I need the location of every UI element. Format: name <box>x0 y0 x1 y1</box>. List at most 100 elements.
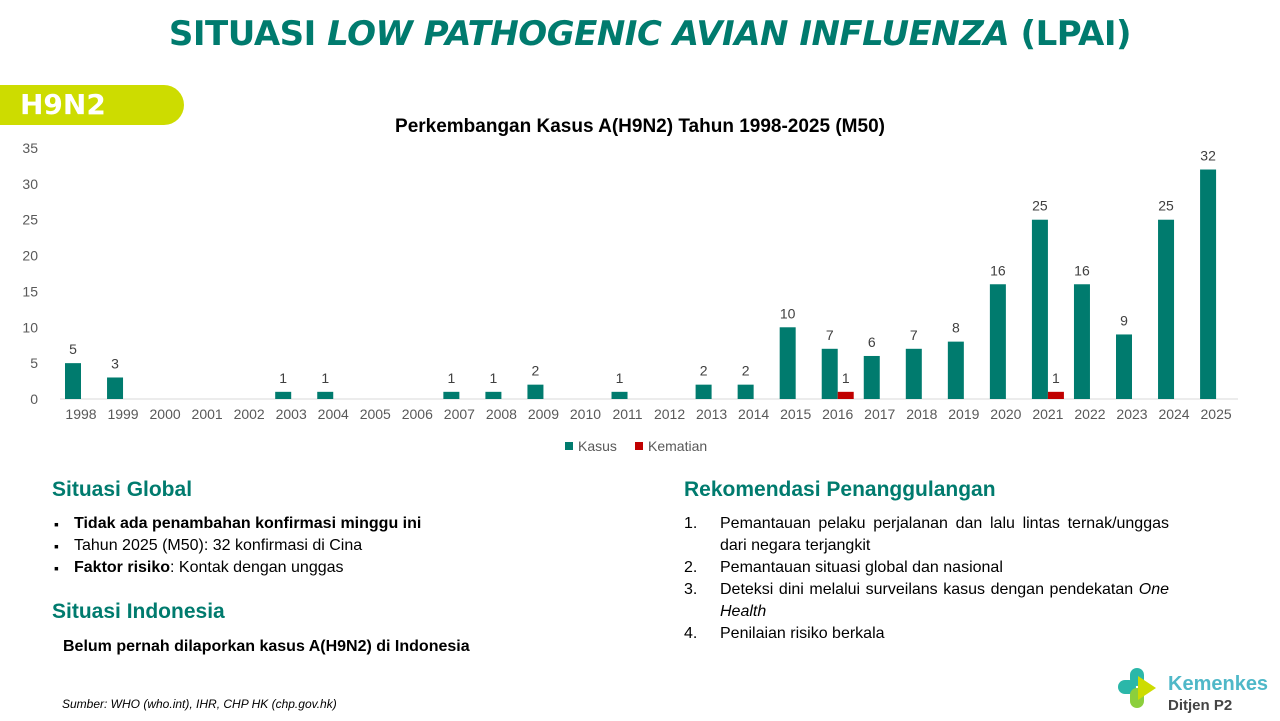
y-tick-label: 20 <box>22 248 38 264</box>
bar-kasus <box>989 284 1006 399</box>
kemenkes-logo: Kemenkes Ditjen P2 <box>1116 666 1276 721</box>
rekomendasi-item: 3. Deteksi dini melalui surveilans kasus … <box>684 581 1169 620</box>
data-label: 1 <box>842 370 850 386</box>
data-label: 1 <box>616 370 624 386</box>
y-tick-label: 0 <box>30 391 38 407</box>
data-label: 6 <box>868 334 876 350</box>
data-label: 3 <box>111 355 119 371</box>
x-tick-label: 2025 <box>1201 406 1232 422</box>
x-tick-label: 2018 <box>906 406 937 422</box>
x-tick-label: 2017 <box>864 406 895 422</box>
x-tick-label: 2010 <box>570 406 601 422</box>
bar-kasus <box>1073 284 1090 399</box>
data-label: 1 <box>1052 370 1060 386</box>
x-tick-label: 2015 <box>780 406 811 422</box>
data-label: 1 <box>279 370 287 386</box>
data-label: 25 <box>1158 198 1174 214</box>
svg-text:Kemenkes: Kemenkes <box>1168 673 1268 695</box>
x-tick-label: 1999 <box>107 406 138 422</box>
x-tick-label: 2012 <box>654 406 685 422</box>
page-title: SITUASI LOW PATHOGENIC AVIAN INFLUENZA (… <box>168 14 1132 54</box>
data-label: 2 <box>532 363 540 379</box>
x-tick-label: 2016 <box>822 406 853 422</box>
data-label: 7 <box>826 327 834 343</box>
bar-kasus <box>275 391 292 399</box>
y-tick-label: 35 <box>22 140 38 156</box>
bar-kasus <box>65 363 81 399</box>
x-tick-label: 2005 <box>360 406 391 422</box>
bar-kasus <box>1158 219 1175 399</box>
x-tick-label: 2000 <box>150 406 181 422</box>
data-label: 1 <box>321 370 329 386</box>
data-label: 25 <box>1032 198 1048 214</box>
x-tick-label: 2020 <box>990 406 1021 422</box>
data-label: 7 <box>910 327 918 343</box>
legend-swatch <box>565 442 573 450</box>
global-list: Tidak ada penambahan konfirmasi minggu i… <box>52 513 421 579</box>
x-tick-label: 2011 <box>612 406 642 422</box>
bar-kasus <box>527 384 544 399</box>
y-tick-label: 25 <box>22 212 38 228</box>
data-label: 2 <box>742 363 750 379</box>
y-tick-label: 15 <box>22 283 38 299</box>
x-tick-label: 2023 <box>1116 406 1147 422</box>
x-tick-label: 2024 <box>1158 406 1189 422</box>
legend-swatch <box>635 442 643 450</box>
bar-kasus <box>863 355 880 399</box>
x-tick-label: 2001 <box>192 406 223 422</box>
bar-kasus <box>821 348 838 399</box>
data-label: 9 <box>1120 312 1128 328</box>
x-tick-label: 2007 <box>444 406 475 422</box>
bar-kasus <box>317 391 334 399</box>
x-tick-label: 2008 <box>486 406 517 422</box>
rekomendasi-item: 2. Pemantauan situasi global dan nasional <box>684 559 1003 576</box>
bar-kasus <box>443 391 460 399</box>
x-tick-label: 2003 <box>276 406 307 422</box>
x-tick-label: 2022 <box>1074 406 1105 422</box>
x-tick-label: 2002 <box>234 406 265 422</box>
bar-kasus <box>947 341 964 399</box>
data-label: 32 <box>1200 148 1216 164</box>
global-item: Tidak ada penambahan konfirmasi minggu i… <box>52 513 421 535</box>
chart-title: Perkembangan Kasus A(H9N2) Tahun 1998-20… <box>395 116 885 137</box>
x-tick-label: 2004 <box>318 406 349 422</box>
data-label: 16 <box>1074 262 1090 278</box>
bar-kasus <box>1200 169 1217 399</box>
x-tick-label: 2009 <box>528 406 559 422</box>
rekomendasi-item: 1. Pemantauan pelaku perjalanan dan lalu … <box>684 515 1169 554</box>
y-tick-label: 30 <box>22 176 38 192</box>
data-label: 2 <box>700 363 708 379</box>
legend-label: Kasus <box>578 438 617 454</box>
data-label: 5 <box>69 341 77 357</box>
legend-label: Kematian <box>648 438 707 454</box>
bar-kasus <box>695 384 712 399</box>
global-item: Faktor risiko: Kontak dengan unggas <box>52 557 421 579</box>
y-tick-label: 10 <box>22 319 38 335</box>
rekomendasi-heading: Rekomendasi Penanggulangan <box>684 478 996 501</box>
bar-kasus <box>485 391 502 399</box>
bar-kasus <box>905 348 922 399</box>
bar-kasus <box>107 377 124 399</box>
bar-kasus <box>737 384 754 399</box>
x-tick-label: 2021 <box>1032 406 1063 422</box>
x-tick-label: 2006 <box>402 406 433 422</box>
x-tick-label: 2013 <box>696 406 727 422</box>
indonesia-heading: Situasi Indonesia <box>52 600 225 623</box>
bar-kasus <box>1116 334 1132 399</box>
bar-kasus <box>779 327 796 399</box>
source-note: Sumber: WHO (who.int), IHR, CHP HK (chp.… <box>62 697 337 711</box>
global-item: Tahun 2025 (M50): 32 konfirmasi di Cina <box>52 535 421 557</box>
x-tick-label: 1998 <box>65 406 96 422</box>
global-heading: Situasi Global <box>52 478 193 501</box>
data-label: 10 <box>780 305 796 321</box>
bar-kasus <box>1031 219 1048 399</box>
data-label: 1 <box>447 370 455 386</box>
bar-kematian <box>837 391 854 399</box>
data-label: 16 <box>990 262 1006 278</box>
indonesia-text: Belum pernah dilaporkan kasus A(H9N2) di… <box>63 638 470 655</box>
x-tick-label: 2019 <box>948 406 979 422</box>
data-label: 1 <box>490 370 498 386</box>
data-label: 8 <box>952 320 960 336</box>
subtype-tag: H9N2 <box>0 85 184 125</box>
